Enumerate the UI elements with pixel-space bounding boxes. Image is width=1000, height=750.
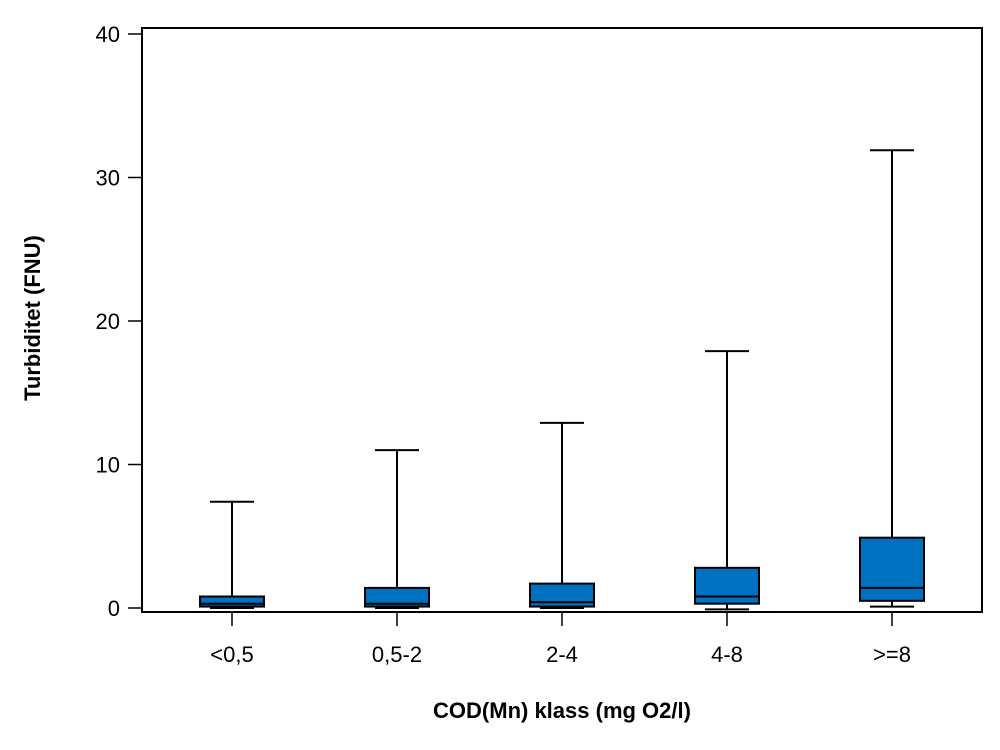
x-tick-label: 4-8 bbox=[711, 642, 743, 667]
x-tick-label: <0,5 bbox=[210, 642, 253, 667]
iqr-box bbox=[529, 582, 595, 608]
y-tick-label: 30 bbox=[96, 166, 120, 191]
box-3 bbox=[529, 421, 595, 609]
box-5 bbox=[859, 149, 925, 608]
y-tick-label: 20 bbox=[96, 309, 120, 334]
x-tick-label: 2-4 bbox=[546, 642, 578, 667]
x-tick-label: >=8 bbox=[873, 642, 911, 667]
box-2 bbox=[364, 449, 430, 609]
y-axis-title: Turbiditet (FNU) bbox=[20, 235, 45, 401]
y-tick-label: 40 bbox=[96, 22, 120, 47]
iqr-box bbox=[859, 536, 925, 602]
iqr-box bbox=[199, 595, 265, 608]
box-1 bbox=[199, 500, 265, 609]
iqr-box bbox=[694, 566, 760, 605]
x-tick-label: 0,5-2 bbox=[372, 642, 422, 667]
x-axis-title: COD(Mn) klass (mg O2/l) bbox=[433, 698, 691, 723]
y-tick-label: 10 bbox=[96, 453, 120, 478]
y-tick-label: 0 bbox=[108, 596, 120, 621]
box-4 bbox=[694, 350, 760, 611]
iqr-box bbox=[364, 586, 430, 608]
